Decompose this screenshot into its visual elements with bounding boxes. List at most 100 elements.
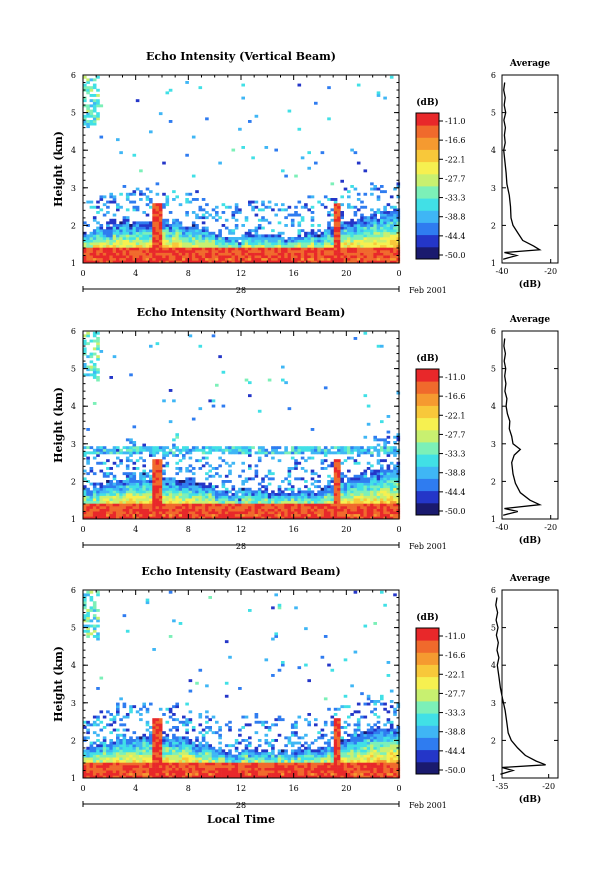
average-y-tick-label: 5 [491,365,496,374]
echo-heatmap [83,331,401,520]
average-y-tick-label: 3 [491,699,496,708]
y-tick-label: 6 [71,586,76,595]
x-tick-label: 0 [396,269,401,278]
y-tick-label: 6 [71,71,76,80]
month-label: Feb 2001 [409,542,447,551]
average-y-tick-label: 6 [491,71,496,80]
average-title: Average [509,574,550,584]
colorbar-unit: (dB) [416,353,438,364]
y-tick-label: 1 [71,259,76,268]
colorbar-tick-label: -38.8 [445,469,466,478]
x-tick-label: 4 [133,269,138,278]
average-y-tick-label: 2 [491,477,496,486]
colorbar [416,369,439,516]
x-tick-label: 0 [80,784,85,793]
x-tick-label: 4 [133,784,138,793]
average-y-tick-label: 5 [491,109,496,118]
average-x-tick-label: -40 [496,523,509,532]
average-y-tick-label: 5 [491,624,496,633]
echo-heatmap [83,590,401,779]
colorbar-tick-label: -44.4 [445,232,466,241]
average-y-tick-label: 4 [491,146,496,155]
colorbar-tick-label: -38.8 [445,728,466,737]
y-tick-label: 5 [71,109,76,118]
average-title: Average [509,59,550,69]
average-x-label: (dB) [519,279,541,290]
colorbar-tick-label: -44.4 [445,488,466,497]
y-tick-label: 5 [71,365,76,374]
x-tick-label: 0 [80,269,85,278]
colorbar-tick-label: -27.7 [445,430,466,439]
y-axis-label: Height (km) [52,131,65,207]
colorbar [416,113,439,260]
colorbar-tick-label: -33.3 [445,194,466,203]
y-tick-label: 3 [71,184,76,193]
colorbar-tick-label: -50.0 [445,766,466,775]
average-title: Average [509,315,550,325]
average-y-tick-label: 6 [491,327,496,336]
colorbar-tick-label: -16.6 [445,651,466,660]
colorbar-tick-label: -38.8 [445,213,466,222]
y-tick-label: 4 [71,146,76,155]
colorbar-unit: (dB) [416,612,438,623]
average-x-tick-label: -20 [542,782,555,791]
colorbar-tick-label: -22.1 [445,411,466,420]
average-x-tick-label: -35 [496,782,509,791]
colorbar [416,628,439,775]
y-tick-label: 4 [71,402,76,411]
average-y-tick-label: 3 [491,184,496,193]
colorbar-tick-label: -50.0 [445,507,466,516]
average-x-tick-label: -40 [496,267,509,276]
x-tick-label: 20 [341,525,351,534]
y-tick-label: 4 [71,661,76,670]
y-tick-label: 3 [71,699,76,708]
colorbar-tick-label: -27.7 [445,689,466,698]
x-tick-label: 8 [186,525,191,534]
x-tick-label: 12 [236,525,246,534]
average-frame [501,74,559,264]
y-axis-label: Height (km) [52,646,65,722]
colorbar-tick-label: -11.0 [445,632,466,641]
average-x-label: (dB) [519,535,541,546]
date-label: 28 [236,801,246,810]
x-tick-label: 16 [289,784,299,793]
average-x-label: (dB) [519,794,541,805]
average-y-tick-label: 4 [491,661,496,670]
x-tick-label: 8 [186,784,191,793]
echo-heatmap [83,75,401,264]
x-tick-label: 0 [80,525,85,534]
average-frame [501,330,559,520]
month-label: Feb 2001 [409,286,447,295]
colorbar-tick-label: -33.3 [445,709,466,718]
x-axis-label: Local Time [207,813,275,826]
average-y-tick-label: 3 [491,440,496,449]
colorbar-tick-label: -11.0 [445,117,466,126]
y-tick-label: 3 [71,440,76,449]
average-y-tick-label: 6 [491,586,496,595]
y-tick-label: 5 [71,624,76,633]
colorbar-tick-label: -22.1 [445,155,466,164]
average-x-tick-label: -20 [544,523,557,532]
x-tick-label: 20 [341,269,351,278]
colorbar-unit: (dB) [416,97,438,108]
x-tick-label: 8 [186,269,191,278]
colorbar-tick-label: -50.0 [445,251,466,260]
y-tick-label: 2 [71,736,76,745]
panel-title: Echo Intensity (Northward Beam) [137,306,346,319]
average-profile-line [503,82,542,260]
average-profile-line [503,338,543,516]
y-axis-label: Height (km) [52,387,65,463]
x-tick-label: 0 [396,784,401,793]
x-tick-label: 12 [236,784,246,793]
average-y-tick-label: 2 [491,736,496,745]
y-tick-label: 6 [71,327,76,336]
panel-title: Echo Intensity (Eastward Beam) [141,565,340,578]
average-y-tick-label: 1 [491,259,496,268]
colorbar-tick-label: -16.6 [445,392,466,401]
average-y-tick-label: 2 [491,221,496,230]
average-y-tick-label: 4 [491,402,496,411]
colorbar-tick-label: -22.1 [445,670,466,679]
colorbar-tick-label: -44.4 [445,747,466,756]
